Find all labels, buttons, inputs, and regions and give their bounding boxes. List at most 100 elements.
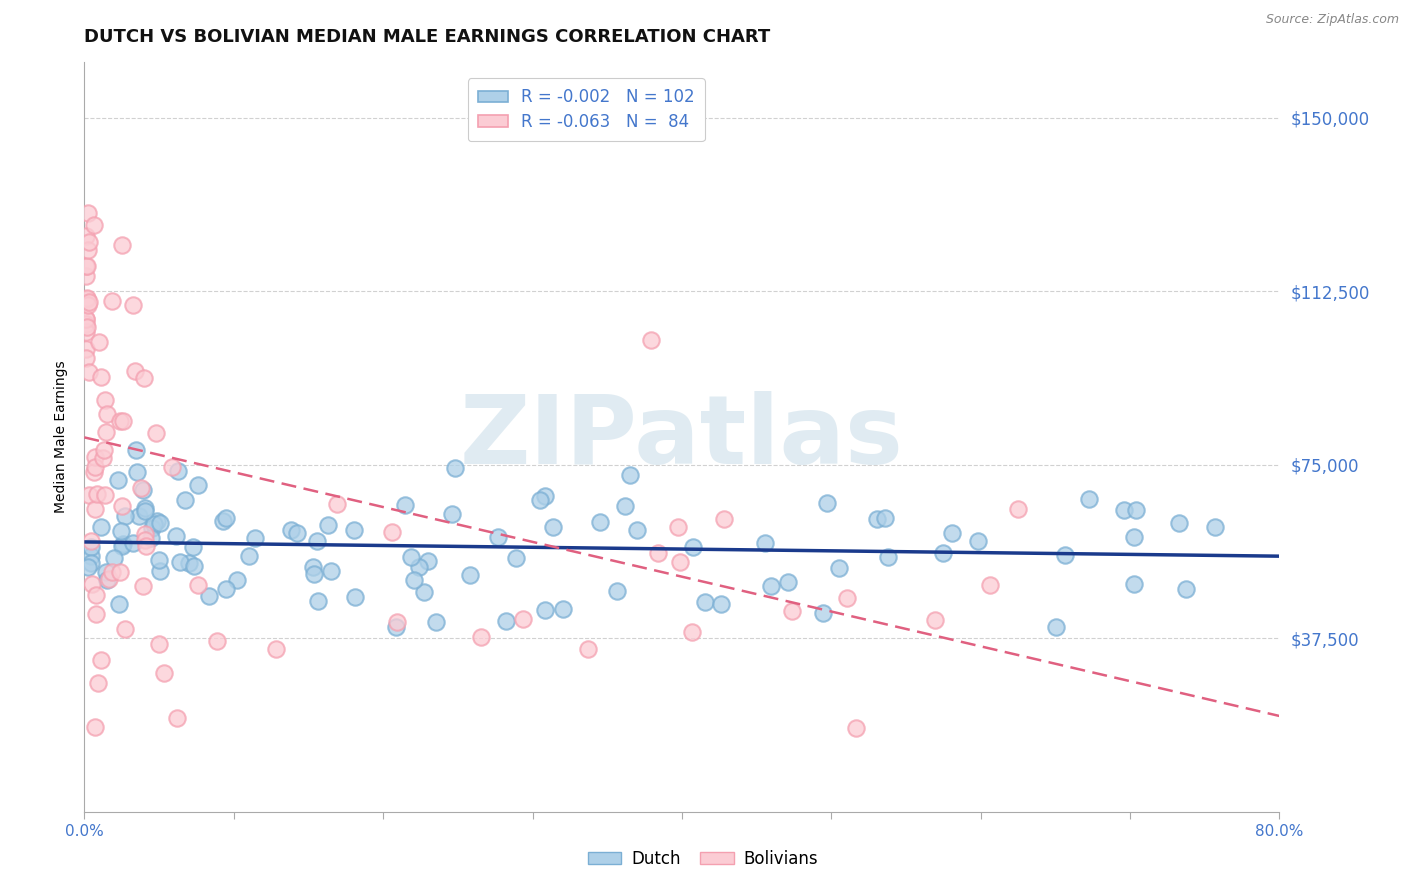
Point — [75, 229, 97, 244]
Point — [495, 614, 517, 628]
Point — [75, 268, 97, 283]
Point — [533, 603, 555, 617]
Point — [143, 516, 166, 531]
Point — [512, 612, 534, 626]
Point — [979, 578, 1001, 592]
Point — [80, 549, 103, 563]
Point — [408, 560, 430, 574]
Point — [873, 511, 896, 525]
Point — [1112, 503, 1135, 517]
Point — [606, 584, 628, 599]
Point — [84, 450, 107, 464]
Point — [86, 588, 108, 602]
Point — [107, 473, 129, 487]
Point — [666, 520, 689, 534]
Point — [470, 630, 492, 644]
Point — [576, 641, 599, 656]
Point — [458, 567, 481, 582]
Point — [266, 641, 288, 656]
Point — [76, 320, 98, 334]
Point — [84, 720, 107, 734]
Point — [343, 590, 366, 604]
Point — [149, 516, 172, 531]
Point — [111, 539, 134, 553]
Point — [626, 523, 648, 537]
Point — [141, 521, 163, 535]
Point — [153, 665, 176, 680]
Point — [682, 540, 704, 554]
Point — [139, 532, 162, 546]
Point — [187, 477, 209, 491]
Point — [80, 540, 103, 554]
Point — [84, 460, 107, 475]
Point — [778, 574, 800, 589]
Point — [589, 516, 612, 530]
Point — [941, 525, 963, 540]
Point — [207, 634, 229, 648]
Point — [111, 499, 134, 513]
Point — [533, 489, 555, 503]
Point — [75, 317, 97, 331]
Point — [134, 504, 156, 518]
Point — [124, 364, 146, 378]
Point — [619, 468, 641, 483]
Point — [148, 553, 170, 567]
Point — [215, 582, 238, 597]
Point — [399, 550, 422, 565]
Point — [129, 481, 152, 495]
Point — [103, 550, 125, 565]
Point — [385, 620, 408, 634]
Point — [84, 502, 107, 516]
Point — [316, 517, 339, 532]
Point — [226, 573, 249, 587]
Point — [86, 486, 108, 500]
Point — [326, 497, 349, 511]
Point — [443, 461, 465, 475]
Point — [166, 711, 188, 725]
Point — [108, 597, 131, 611]
Point — [112, 414, 135, 428]
Point — [319, 564, 342, 578]
Point — [75, 312, 97, 326]
Point — [416, 554, 439, 568]
Point — [83, 218, 105, 232]
Point — [179, 556, 201, 570]
Point — [174, 493, 197, 508]
Point — [146, 514, 169, 528]
Point — [124, 442, 146, 457]
Point — [811, 606, 834, 620]
Point — [394, 498, 416, 512]
Point — [94, 392, 117, 407]
Point — [302, 567, 325, 582]
Point — [76, 206, 98, 220]
Point — [145, 425, 167, 440]
Point — [183, 541, 205, 555]
Point — [440, 507, 463, 521]
Point — [1045, 620, 1067, 634]
Point — [693, 595, 716, 609]
Y-axis label: Median Male Earnings: Median Male Earnings — [55, 360, 69, 514]
Point — [238, 549, 260, 564]
Point — [845, 722, 868, 736]
Point — [302, 559, 325, 574]
Point — [128, 508, 150, 523]
Legend: Dutch, Bolivians: Dutch, Bolivians — [581, 844, 825, 875]
Point — [640, 333, 662, 347]
Point — [83, 465, 105, 479]
Point — [80, 576, 103, 591]
Point — [77, 295, 100, 310]
Point — [1078, 491, 1101, 506]
Point — [79, 556, 101, 570]
Point — [835, 591, 858, 605]
Point — [108, 565, 131, 579]
Point — [77, 235, 100, 250]
Point — [75, 325, 97, 339]
Point — [122, 536, 145, 550]
Text: ZIPatlas: ZIPatlas — [460, 391, 904, 483]
Point — [404, 573, 426, 587]
Point — [780, 604, 803, 618]
Point — [96, 425, 118, 440]
Point — [183, 559, 205, 574]
Point — [76, 298, 98, 312]
Point — [381, 525, 404, 540]
